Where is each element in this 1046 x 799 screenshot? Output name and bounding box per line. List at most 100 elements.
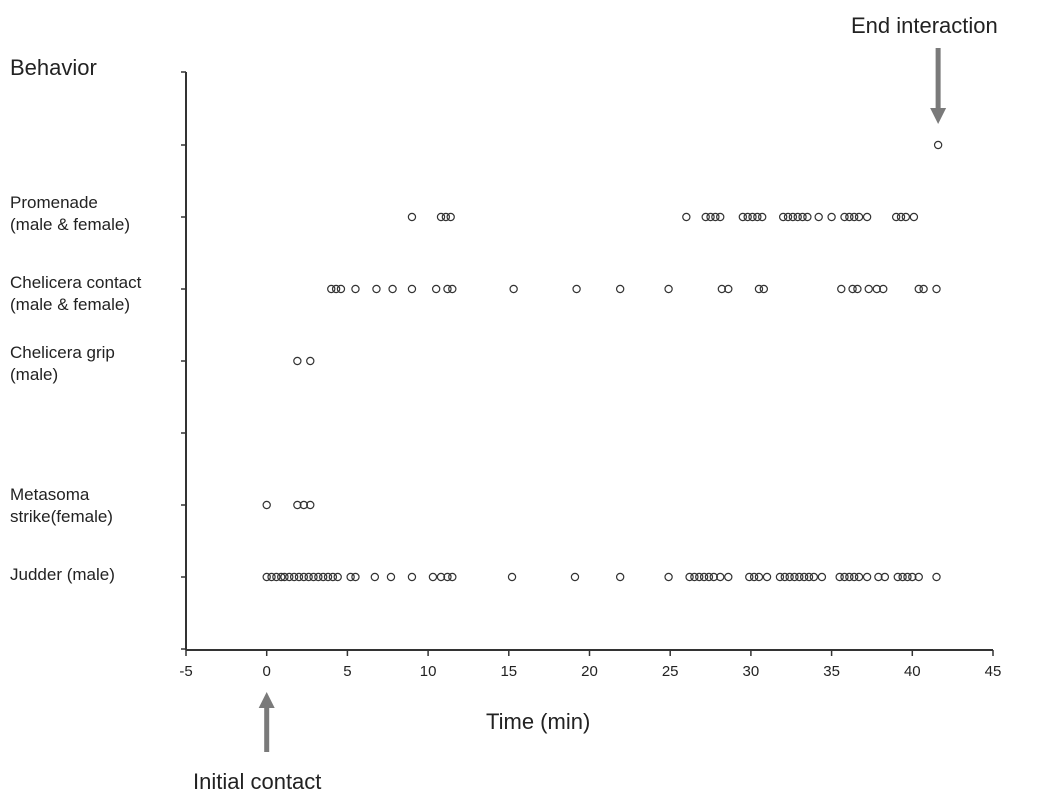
x-tick-label: 5: [343, 663, 351, 680]
data-point: [314, 572, 323, 582]
data-point: [336, 284, 346, 294]
data-point: [293, 500, 302, 510]
data-point: [933, 140, 943, 150]
data-point: [932, 572, 941, 582]
data-point: [896, 212, 906, 222]
x-tick-label: 20: [581, 663, 598, 680]
data-point: [898, 572, 907, 582]
x-tick-label: 35: [823, 663, 840, 680]
data-point: [803, 212, 812, 222]
data-point: [809, 572, 819, 582]
data-point: [879, 284, 888, 294]
data-point: [849, 572, 859, 582]
data-point: [874, 572, 883, 582]
data-point: [709, 572, 718, 582]
data-point: [862, 572, 872, 582]
data-point: [346, 572, 355, 582]
data-point: [706, 212, 715, 222]
data-point: [446, 212, 455, 222]
data-point: [790, 572, 799, 582]
x-tick-label: 40: [904, 663, 921, 680]
data-point: [783, 212, 793, 222]
data-point: [507, 572, 517, 582]
data-point: [854, 212, 864, 222]
data-point: [570, 572, 580, 582]
data-point: [372, 284, 381, 294]
data-point: [840, 572, 849, 582]
x-axis-label: Time (min): [486, 709, 591, 734]
data-point: [685, 572, 694, 582]
x-tick-label: 25: [662, 663, 679, 680]
category-label-metasoma-strike: Metasoma strike(female): [10, 485, 113, 527]
data-point: [262, 500, 271, 510]
data-point: [299, 500, 309, 510]
data-point: [716, 212, 725, 222]
initial-contact-arrow-head: [258, 692, 275, 708]
data-point: [277, 572, 286, 582]
data-point: [441, 212, 451, 222]
data-point: [864, 284, 873, 294]
data-point: [757, 212, 767, 222]
data-point: [695, 572, 704, 582]
data-point: [436, 572, 446, 582]
data-point: [753, 212, 762, 222]
data-point: [289, 572, 299, 582]
data-point: [745, 572, 754, 582]
data-point: [428, 572, 438, 582]
data-point: [743, 212, 752, 222]
data-point: [793, 212, 802, 222]
data-point: [664, 284, 673, 294]
data-point: [795, 572, 804, 582]
data-point: [306, 500, 315, 510]
data-point: [386, 572, 396, 582]
data-point: [804, 572, 814, 582]
data-point: [509, 284, 518, 294]
data-point: [699, 572, 709, 582]
data-point: [443, 284, 452, 294]
data-point: [759, 284, 769, 294]
data-point: [872, 284, 881, 294]
data-point: [436, 212, 446, 222]
x-tick-label: 45: [985, 663, 1002, 680]
data-point: [323, 572, 333, 582]
data-point: [778, 212, 788, 222]
data-point: [754, 572, 764, 582]
category-label-promenade: Promenade (male & female): [10, 193, 130, 235]
data-point: [690, 572, 699, 582]
data-point: [840, 212, 849, 222]
data-point: [762, 572, 772, 582]
data-point: [285, 572, 294, 582]
data-point: [901, 212, 911, 222]
data-point: [328, 572, 338, 582]
data-point: [304, 572, 313, 582]
data-point: [615, 284, 625, 294]
data-point: [267, 572, 276, 582]
data-point: [272, 572, 281, 582]
data-point: [738, 212, 748, 222]
data-point: [448, 572, 457, 582]
data-point: [431, 284, 441, 294]
data-point: [932, 284, 941, 294]
x-tick-label: 15: [500, 663, 517, 680]
x-ticks: -5 0 5 10 15 20 25 30 35 40 45: [179, 650, 1001, 680]
data-point: [293, 356, 302, 366]
annotation-initial-contact: Initial contact: [193, 769, 322, 794]
data-point: [407, 284, 417, 294]
data-point: [827, 212, 836, 222]
data-point: [280, 572, 289, 582]
data-point: [754, 284, 764, 294]
category-label-chelicera-grip: Chelicera grip (male): [10, 343, 115, 385]
data-point: [780, 572, 789, 582]
annotation-arrows: [258, 48, 947, 752]
data-point: [407, 212, 417, 222]
data-point: [351, 572, 360, 582]
data-point: [775, 572, 785, 582]
data-point: [748, 212, 757, 222]
data-point: [711, 212, 720, 222]
y-axis-label: Behavior: [10, 55, 97, 80]
data-points: [262, 140, 943, 582]
data-point: [572, 284, 581, 294]
data-point: [914, 284, 923, 294]
data-point: [848, 284, 857, 294]
